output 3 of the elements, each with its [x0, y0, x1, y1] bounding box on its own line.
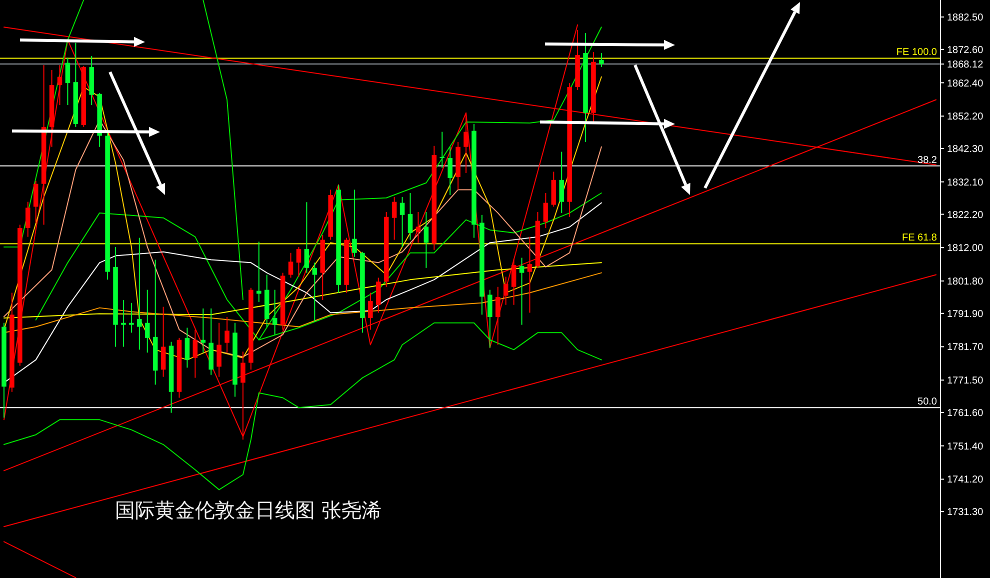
annotation: 50.0: [918, 396, 937, 408]
title: 国际黄金伦敦金日线图 张尧浠: [115, 498, 382, 522]
annotation: 38.2: [918, 154, 937, 166]
